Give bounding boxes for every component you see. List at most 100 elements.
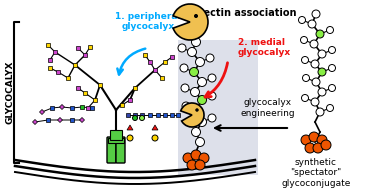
Bar [76, 86, 80, 90]
Bar [46, 118, 50, 122]
Circle shape [317, 135, 327, 145]
Bar [126, 113, 130, 117]
Circle shape [195, 57, 205, 67]
Circle shape [303, 74, 310, 81]
Circle shape [309, 132, 319, 142]
FancyBboxPatch shape [107, 137, 116, 163]
Circle shape [318, 50, 326, 58]
Bar [50, 106, 54, 110]
Bar [148, 60, 152, 64]
Bar [128, 98, 132, 102]
Circle shape [326, 105, 333, 112]
Circle shape [191, 37, 201, 46]
Bar [90, 106, 94, 110]
Circle shape [299, 16, 306, 23]
Bar [70, 118, 74, 122]
Bar [73, 63, 77, 67]
Bar [163, 113, 167, 117]
Circle shape [181, 84, 189, 92]
Bar [176, 113, 180, 117]
Circle shape [300, 36, 307, 43]
Bar [143, 53, 147, 57]
Bar [108, 138, 124, 143]
Circle shape [208, 74, 216, 82]
Circle shape [191, 105, 201, 115]
Polygon shape [60, 105, 64, 109]
Bar [153, 68, 157, 72]
Circle shape [318, 88, 326, 96]
Bar [86, 106, 90, 110]
Bar [133, 86, 137, 90]
Circle shape [305, 143, 315, 153]
Bar [48, 58, 52, 62]
Bar [66, 76, 70, 80]
Circle shape [310, 40, 318, 48]
Bar [178, 40, 258, 175]
Circle shape [318, 68, 326, 76]
Circle shape [183, 153, 193, 163]
Circle shape [195, 138, 205, 146]
Polygon shape [79, 118, 85, 122]
Circle shape [198, 77, 206, 87]
Wedge shape [173, 4, 208, 40]
Circle shape [312, 78, 320, 86]
Circle shape [198, 95, 206, 105]
Circle shape [182, 102, 190, 110]
Text: GLYCOCALYX: GLYCOCALYX [5, 60, 15, 124]
Circle shape [208, 92, 216, 100]
Circle shape [190, 88, 199, 97]
Polygon shape [33, 119, 37, 125]
Bar [110, 130, 122, 140]
Circle shape [178, 44, 186, 52]
Text: synthetic
"spectator"
glycoconjugate: synthetic "spectator" glycoconjugate [281, 158, 351, 188]
Circle shape [208, 114, 216, 122]
Circle shape [311, 60, 319, 68]
Text: 1. peripheral
glycocalyx: 1. peripheral glycocalyx [115, 12, 181, 31]
Text: 2. medial
glycocalyx: 2. medial glycocalyx [238, 38, 291, 57]
Bar [93, 98, 97, 102]
Circle shape [316, 108, 324, 116]
Circle shape [190, 67, 198, 77]
Circle shape [311, 98, 319, 106]
Bar [170, 55, 174, 59]
Circle shape [180, 64, 188, 72]
Bar [88, 45, 92, 49]
Wedge shape [181, 103, 204, 127]
Circle shape [187, 160, 197, 170]
Bar [170, 113, 174, 117]
Circle shape [313, 143, 323, 153]
Text: lectin association: lectin association [200, 8, 296, 18]
Circle shape [191, 128, 201, 136]
FancyBboxPatch shape [116, 137, 125, 163]
Bar [98, 83, 102, 87]
Circle shape [199, 153, 209, 163]
Circle shape [308, 20, 316, 28]
Circle shape [152, 135, 158, 141]
Bar [156, 113, 160, 117]
Polygon shape [57, 118, 63, 122]
Bar [133, 113, 137, 117]
Circle shape [329, 64, 336, 71]
Circle shape [329, 84, 336, 91]
Circle shape [316, 30, 324, 38]
Text: glycocalyx
engineering: glycocalyx engineering [241, 98, 295, 118]
Bar [48, 66, 52, 70]
Bar [46, 43, 50, 47]
Circle shape [206, 54, 214, 62]
Circle shape [321, 140, 331, 150]
Circle shape [191, 150, 201, 160]
Circle shape [312, 10, 320, 18]
Circle shape [326, 26, 333, 33]
Circle shape [302, 94, 309, 101]
Circle shape [139, 115, 145, 121]
Circle shape [302, 57, 309, 64]
Bar [83, 53, 87, 57]
Circle shape [195, 160, 205, 170]
Circle shape [194, 15, 198, 18]
Bar [70, 106, 74, 110]
Bar [83, 91, 87, 95]
Bar [163, 60, 167, 64]
Bar [80, 105, 84, 109]
Circle shape [132, 115, 138, 121]
Circle shape [329, 46, 336, 53]
